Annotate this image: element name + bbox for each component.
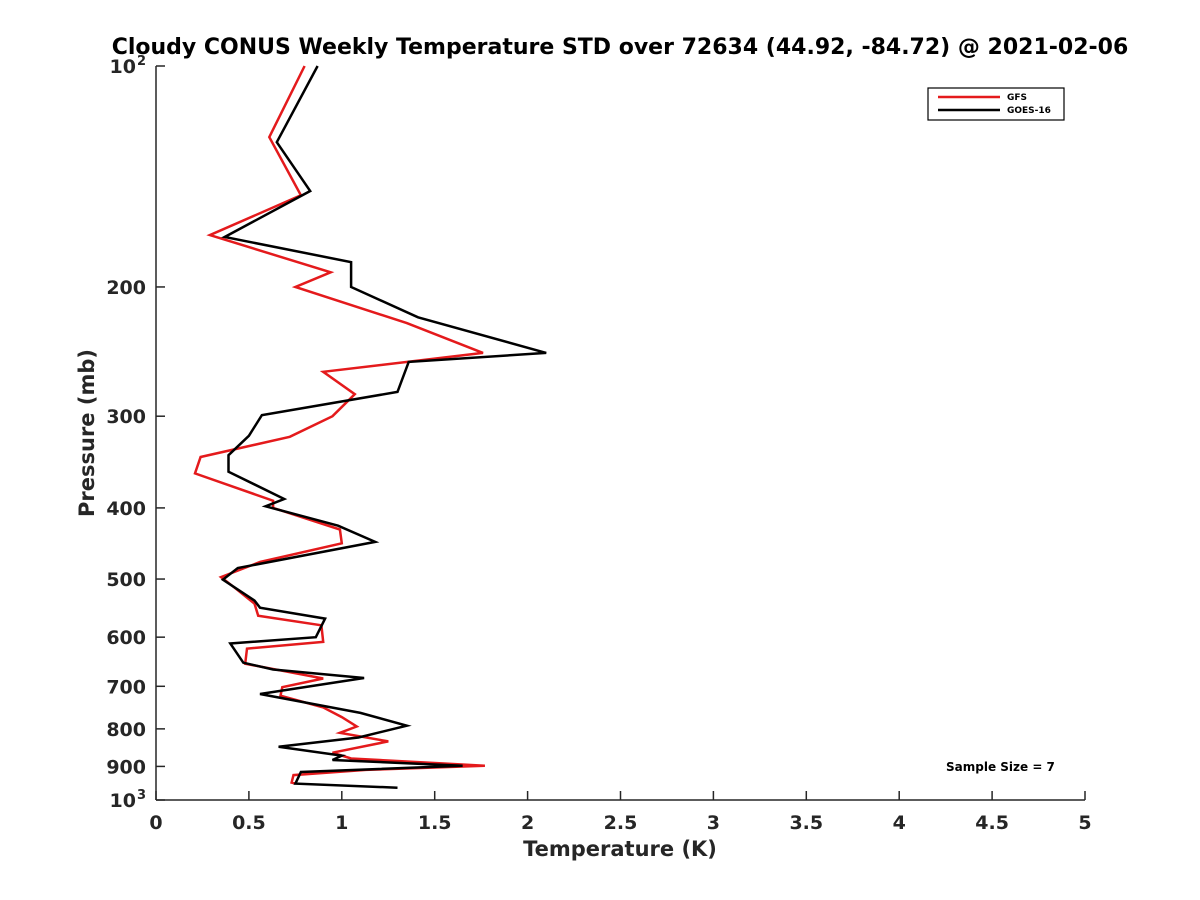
x-tick-label: 3.5 xyxy=(789,812,823,834)
y-tick-label: 300 xyxy=(106,406,146,428)
y-tick-label: 10 xyxy=(110,790,136,812)
x-tick-label: 2.5 xyxy=(604,812,638,834)
x-tick-label: 2 xyxy=(521,812,534,834)
series-line-gfs xyxy=(193,65,485,785)
x-axis-label: Temperature (K) xyxy=(523,837,717,861)
tick-layer: 0 0.5 1 1.5 2 2.5 3 3.5 4 4.5 510 22003004005006007… xyxy=(106,54,1091,834)
legend-label-gfs: GFS xyxy=(1007,93,1027,103)
y-tick-exponent: 2 xyxy=(137,54,146,69)
y-tick-label: 700 xyxy=(106,676,146,698)
series-line-goes16 xyxy=(220,65,547,789)
x-tick-label: 0 xyxy=(149,812,162,834)
series-layer xyxy=(193,65,547,789)
legend-label-goes16: GOES-16 xyxy=(1007,106,1051,116)
y-tick-label: 500 xyxy=(106,569,146,591)
legend-box xyxy=(927,87,1065,121)
y-axis-label: Pressure (mb) xyxy=(75,349,99,517)
y-tick-label: 400 xyxy=(106,498,146,520)
x-tick-label: 5 xyxy=(1078,812,1091,834)
y-tick-label: 10 xyxy=(110,56,136,78)
y-tick-label: 200 xyxy=(106,277,146,299)
legend: GFS GOES-16 xyxy=(927,87,1065,121)
x-tick-label: 4.5 xyxy=(975,812,1009,834)
y-tick-label: 800 xyxy=(106,719,146,741)
y-tick-label: 900 xyxy=(106,756,146,778)
sample-size-annotation: Sample Size = 7 xyxy=(946,760,1055,774)
x-tick-label: 1 xyxy=(335,812,348,834)
x-tick-label: 3 xyxy=(707,812,720,834)
chart-title: Cloudy CONUS Weekly Temperature STD over… xyxy=(112,35,1129,60)
y-tick-label: 600 xyxy=(106,627,146,649)
x-tick-label: 4 xyxy=(893,812,906,834)
x-tick-label: 0.5 xyxy=(232,812,266,834)
x-tick-label: 1.5 xyxy=(418,812,452,834)
y-tick-exponent: 3 xyxy=(137,788,146,803)
